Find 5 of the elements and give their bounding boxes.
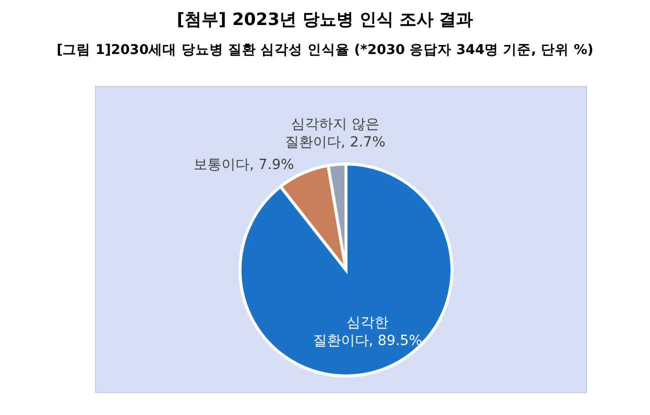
chart-title: [첨부] 2023년 당뇨병 인식 조사 결과 — [176, 9, 474, 31]
chart-subtitle: [그림 1]2030세대 당뇨병 질환 심각성 인식율 (*2030 응답자 344명 기준, 단위 %) — [56, 41, 594, 59]
slice-label: 보통이다, 7.9% — [194, 156, 294, 173]
slice-label: 심각한 질환이다, 89.5% — [312, 315, 422, 350]
slice-label: 심각하지 않은 질환이다, 2.7% — [284, 116, 386, 150]
